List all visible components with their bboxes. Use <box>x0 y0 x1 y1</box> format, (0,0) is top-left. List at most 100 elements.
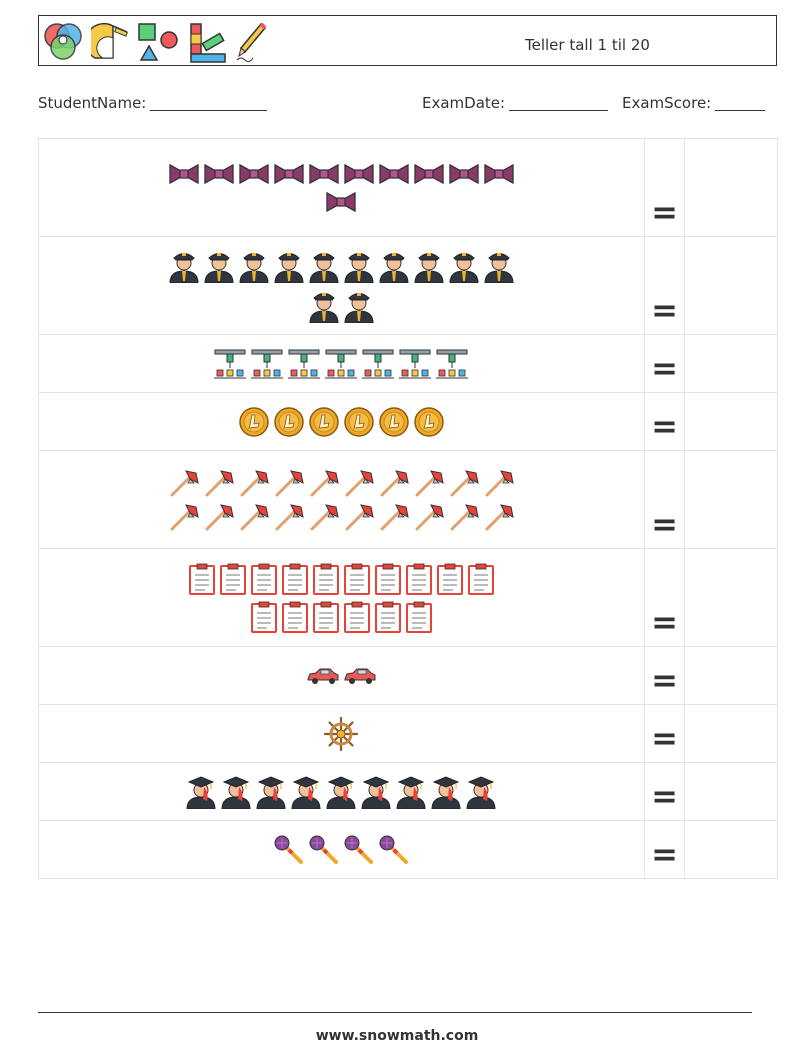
fire-axe-icon <box>415 503 444 530</box>
drone-icon <box>288 349 321 378</box>
fire-axe-icon <box>240 503 269 530</box>
police-officer-icon <box>344 292 374 323</box>
shapes-icon <box>138 23 178 61</box>
police-officer-icon <box>309 252 339 283</box>
equals-sign: = <box>651 407 678 445</box>
fire-axe-icon <box>205 469 234 496</box>
exam-date-blank[interactable] <box>509 96 609 111</box>
answer-box[interactable] <box>684 236 778 335</box>
equals-sign: = <box>651 835 678 873</box>
police-officer-icon <box>239 252 269 283</box>
fire-axe-icon <box>310 503 339 530</box>
drone-icon <box>251 349 284 378</box>
exam-date-label: ExamDate: <box>422 94 506 112</box>
icon-group <box>38 820 645 879</box>
graduate-icon <box>291 775 321 809</box>
student-name-label: StudentName: <box>38 94 147 112</box>
ship-wheel-icon <box>324 716 359 751</box>
icon-group <box>38 646 645 705</box>
equals-cell: = <box>643 548 686 647</box>
police-officer-icon <box>414 252 444 283</box>
answer-box[interactable] <box>684 646 778 705</box>
police-officer-icon <box>309 292 339 323</box>
equals-sign: = <box>651 719 678 757</box>
header-icons <box>41 19 269 65</box>
icon-row <box>39 469 644 497</box>
clipboard-icon <box>467 563 494 595</box>
answer-box[interactable] <box>684 138 778 237</box>
icon-group <box>38 450 645 549</box>
bowtie-icon <box>379 163 409 184</box>
icon-row <box>39 348 644 380</box>
fire-axe-icon <box>485 503 514 530</box>
equals-sign: = <box>651 777 678 815</box>
bowtie-icon <box>274 163 304 184</box>
icon-row <box>39 601 644 633</box>
icon-row <box>39 163 644 185</box>
exam-score-blank[interactable] <box>715 96 766 111</box>
exam-date-field: ExamDate: <box>422 94 609 112</box>
graduate-icon <box>431 775 461 809</box>
answer-box[interactable] <box>684 704 778 763</box>
ruler-swatch-icon <box>190 23 226 63</box>
clipboard-icon <box>188 563 215 595</box>
clipboard-icon <box>405 601 432 633</box>
problem-row: = <box>38 704 778 763</box>
bowtie-icon <box>344 163 374 184</box>
problem-row: = <box>38 138 778 237</box>
police-officer-icon <box>484 252 514 283</box>
graduate-icon <box>361 775 391 809</box>
drone-icon <box>399 349 432 378</box>
fire-axe-icon <box>485 469 514 496</box>
coin-icon <box>309 406 339 437</box>
problem-row: = <box>38 646 778 705</box>
clipboard-icon <box>281 563 308 595</box>
equals-cell: = <box>643 820 686 879</box>
bowtie-icon <box>169 163 199 184</box>
clipboard-icon <box>374 563 401 595</box>
student-name-blank[interactable] <box>150 96 268 111</box>
equals-sign: = <box>651 291 678 329</box>
worksheet-header: Teller tall 1 til 20 <box>38 15 777 66</box>
fire-axe-icon <box>170 503 199 530</box>
icon-row <box>39 775 644 809</box>
fire-axe-icon <box>240 469 269 496</box>
drone-icon <box>214 349 247 378</box>
answer-box[interactable] <box>684 820 778 879</box>
bowtie-icon <box>414 163 444 184</box>
clipboard-icon <box>343 563 370 595</box>
icon-row <box>39 503 644 531</box>
icon-row <box>39 406 644 438</box>
clipboard-icon <box>281 601 308 633</box>
coin-icon <box>414 406 444 437</box>
fire-axe-icon <box>380 503 409 530</box>
police-officer-icon <box>204 252 234 283</box>
coin-icon <box>274 406 304 437</box>
microphone-icon <box>379 835 408 864</box>
clipboard-icon <box>219 563 246 595</box>
fire-axe-icon <box>450 469 479 496</box>
equals-cell: = <box>643 762 686 821</box>
equals-cell: = <box>643 138 686 237</box>
answer-box[interactable] <box>684 762 778 821</box>
fire-axe-icon <box>380 469 409 496</box>
coin-icon <box>379 406 409 437</box>
bowtie-icon <box>484 163 514 184</box>
icon-row <box>39 249 644 283</box>
microphone-icon <box>274 835 303 864</box>
graduate-icon <box>466 775 496 809</box>
answer-box[interactable] <box>684 334 778 393</box>
icon-row <box>39 667 644 685</box>
icon-group <box>38 138 645 237</box>
icon-row <box>39 563 644 595</box>
answer-box[interactable] <box>684 450 778 549</box>
answer-box[interactable] <box>684 392 778 451</box>
problem-row: = <box>38 762 778 821</box>
problem-row: = <box>38 334 778 393</box>
fire-axe-icon <box>345 469 374 496</box>
answer-box[interactable] <box>684 548 778 647</box>
problem-row: = <box>38 548 778 647</box>
icon-group <box>38 548 645 647</box>
police-officer-icon <box>379 252 409 283</box>
fire-axe-icon <box>345 503 374 530</box>
